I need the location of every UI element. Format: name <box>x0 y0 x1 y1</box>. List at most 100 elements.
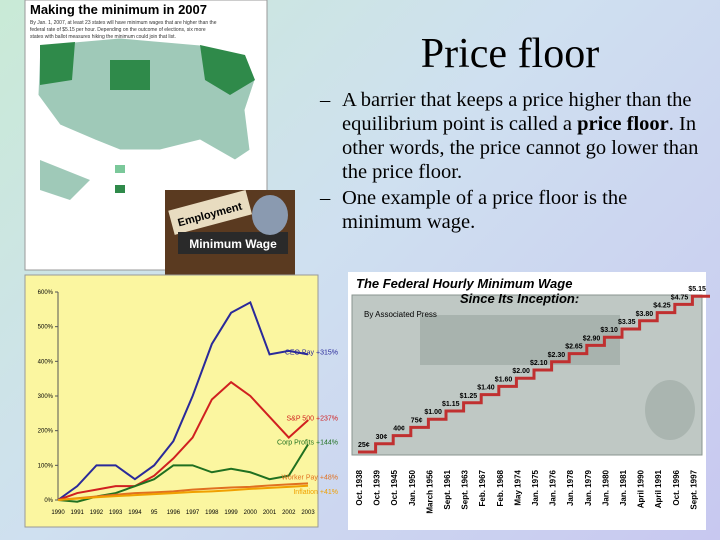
map-caption: By Jan. 1, 2007, at least 23 states will… <box>30 20 217 26</box>
date-label: Feb. 1968 <box>496 469 505 506</box>
date-label: Jan. 1981 <box>619 469 628 506</box>
date-label: Jan. 1980 <box>601 469 610 506</box>
x-tick-label: 1998 <box>205 510 219 516</box>
series-line <box>57 484 309 501</box>
x-tick-label: 2000 <box>244 510 258 516</box>
series-change: +41% <box>320 489 338 496</box>
date-label: March 1956 <box>425 469 434 513</box>
date-label: Sept. 1997 <box>689 469 698 509</box>
us-map <box>37 37 256 161</box>
photo-label: Minimum Wage <box>189 237 277 251</box>
date-label: Sept. 1961 <box>443 469 452 509</box>
wage-title: The Federal Hourly Minimum Wage <box>356 276 572 291</box>
date-label: Feb. 1967 <box>478 469 487 506</box>
x-tick-label: 1999 <box>224 510 238 516</box>
y-tick-label: 400% <box>38 359 54 365</box>
x-tick-label: 2003 <box>301 510 315 516</box>
x-tick-label: 1994 <box>128 510 142 516</box>
series-change: +144% <box>316 440 338 447</box>
y-tick-label: 600% <box>38 290 54 296</box>
photo-coins <box>252 195 288 235</box>
series-change: +237% <box>316 415 338 422</box>
x-tick-label: 1991 <box>71 510 85 516</box>
date-label: Sept. 1963 <box>461 469 470 509</box>
wage-label: $5.15 <box>688 286 706 293</box>
wage-label: $3.35 <box>618 319 636 326</box>
date-label: April 1991 <box>654 469 663 508</box>
series-name: Inflation <box>293 489 318 496</box>
x-tick-label: 2002 <box>282 510 296 516</box>
date-label: May 1974 <box>513 469 522 505</box>
date-label: Jan. 1978 <box>566 469 575 506</box>
date-label: Oct. 1939 <box>373 469 382 505</box>
wage-label: $3.80 <box>636 311 654 318</box>
map-alaska <box>40 160 90 200</box>
x-tick-label: 1992 <box>90 510 104 516</box>
x-tick-label: 1993 <box>109 510 123 516</box>
map-caption: federal rate of $5.15 per hour. Dependin… <box>30 27 206 33</box>
series-line <box>57 300 309 501</box>
map-title: Making the minimum in 2007 <box>30 2 207 17</box>
y-tick-label: 300% <box>38 394 54 400</box>
date-label: April 1990 <box>637 469 646 508</box>
series-line <box>57 380 309 501</box>
series-label: Inflation +41% <box>293 489 338 496</box>
wage-label: 40¢ <box>393 426 405 433</box>
wage-label: $1.40 <box>477 385 495 392</box>
wage-label: $2.00 <box>512 368 530 375</box>
y-tick-label: 200% <box>38 429 54 435</box>
wage-label: $4.25 <box>653 303 671 310</box>
x-tick-label: 2001 <box>263 510 277 516</box>
wage-label: $2.30 <box>548 352 566 359</box>
date-label: Jan. 1976 <box>549 469 558 506</box>
x-tick-label: 1997 <box>186 510 200 516</box>
wage-staircase <box>358 294 710 454</box>
series-label: S&P 500 +237% <box>286 415 338 422</box>
y-tick-label: 0% <box>44 498 53 504</box>
wage-label: $4.75 <box>671 294 689 301</box>
wage-label: 30¢ <box>376 434 388 441</box>
bullet-text: One example of a price floor is the mini… <box>342 187 628 233</box>
series-change: +48% <box>320 474 338 481</box>
y-tick-label: 100% <box>38 463 54 469</box>
date-label: Jan. 1979 <box>584 469 593 506</box>
photo-paper <box>168 190 253 235</box>
pay-chart-picture <box>24 274 319 528</box>
wage-label: $1.00 <box>424 409 442 416</box>
map-legend-swatch <box>115 165 125 173</box>
date-label: Oct. 1996 <box>672 469 681 505</box>
series-name: CEO Pay <box>285 349 315 356</box>
photo-banner <box>178 232 288 254</box>
wage-credit: By Associated Press <box>364 310 437 319</box>
bill-seal <box>645 380 695 440</box>
bullet-text: A barrier that keeps a price higher than… <box>342 89 692 135</box>
x-tick-label: 1996 <box>167 510 181 516</box>
x-tick-label: 1990 <box>51 510 65 516</box>
x-tick-label: 95 <box>151 510 158 516</box>
map-caption: states with ballot measures hiking the m… <box>30 34 176 40</box>
wage-label: $3.10 <box>600 327 618 334</box>
date-label: Jan. 1950 <box>408 469 417 506</box>
wage-label: $2.90 <box>583 335 601 342</box>
wage-label: 25¢ <box>358 442 370 449</box>
date-label: Jan. 1975 <box>531 469 540 506</box>
date-label: Oct. 1945 <box>390 469 399 505</box>
bullet-text: . In other words, the price cannot go lo… <box>342 113 699 183</box>
series-name: Corp Profits <box>277 440 314 447</box>
wage-label: $2.65 <box>565 344 583 351</box>
map-states <box>40 42 255 95</box>
bullet-bold: price floor <box>577 113 669 135</box>
wage-label: $1.25 <box>460 393 478 400</box>
series-change: +315% <box>316 349 338 356</box>
bullet: One example of a price floor is the mini… <box>318 186 710 234</box>
series-label: Worker Pay +48% <box>281 474 338 481</box>
bullet-list: A barrier that keeps a price higher than… <box>318 88 710 236</box>
date-label: Oct. 1938 <box>355 469 364 505</box>
series-name: Worker Pay <box>281 474 318 481</box>
map-legend-swatch <box>115 185 125 193</box>
series-label: CEO Pay +315% <box>285 349 338 356</box>
wage-label: 75¢ <box>411 417 423 424</box>
y-tick-label: 500% <box>38 325 54 331</box>
wage-label: $1.15 <box>442 401 460 408</box>
